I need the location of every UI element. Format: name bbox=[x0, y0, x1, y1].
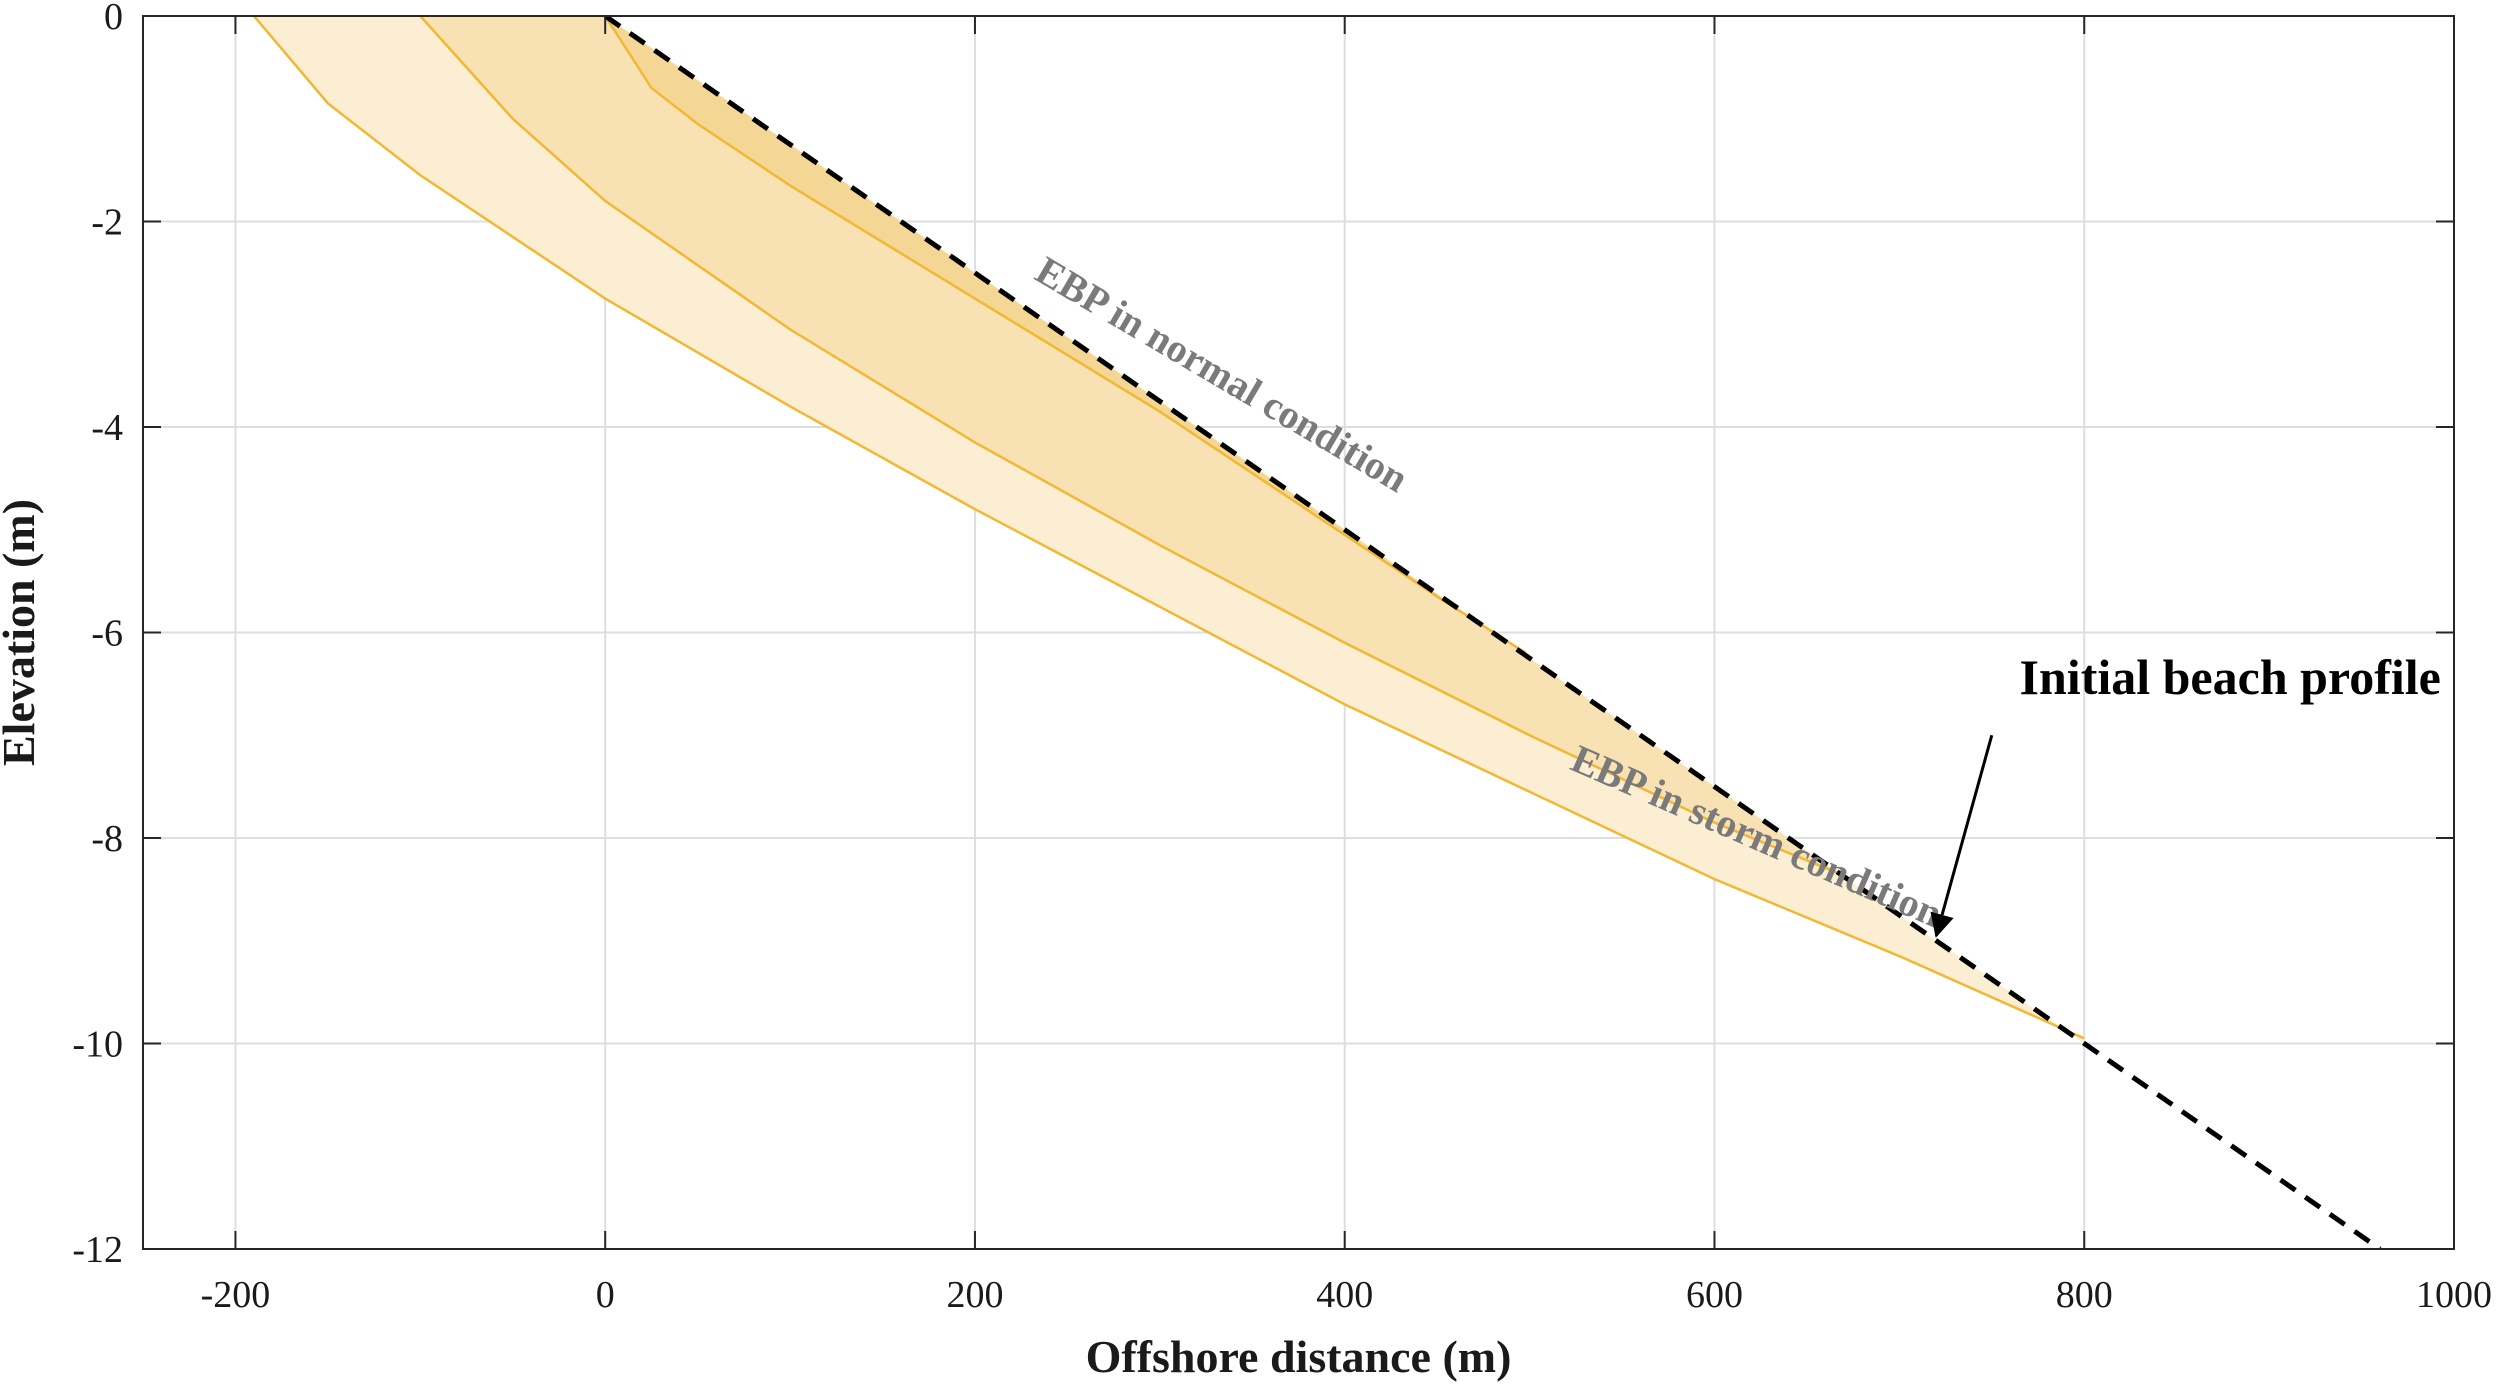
y-tick-label: -6 bbox=[91, 613, 123, 655]
x-tick-label: 1000 bbox=[2416, 1274, 2492, 1316]
ebp-area-middle bbox=[420, 16, 1841, 874]
ebp-curve-storm bbox=[252, 16, 2085, 1040]
y-tick-label: -2 bbox=[91, 202, 123, 244]
y-tick-label: -8 bbox=[91, 818, 123, 860]
initial-profile-line bbox=[603, 16, 2382, 1249]
x-axis-title: Offshore distance (m) bbox=[1086, 1331, 1512, 1382]
annotation-arrow bbox=[1930, 734, 1994, 938]
x-tick-label: 0 bbox=[596, 1274, 615, 1316]
y-tick-label: -12 bbox=[72, 1229, 123, 1271]
line-layer bbox=[252, 16, 2382, 1249]
y-axis-title: Elevation (m) bbox=[0, 499, 44, 766]
y-tick-label: 0 bbox=[104, 0, 123, 38]
annotation-initial: Initial beach profile bbox=[2020, 649, 2441, 705]
ebp-curve-middle bbox=[419, 16, 1841, 876]
x-tick-label: 600 bbox=[1686, 1274, 1743, 1316]
ebp-curve-normal bbox=[604, 16, 1527, 655]
x-tick-label: -200 bbox=[201, 1274, 271, 1316]
y-tick-label: -4 bbox=[91, 407, 123, 449]
ebp-area-normal bbox=[605, 16, 1526, 656]
x-tick-label: 400 bbox=[1316, 1274, 1373, 1316]
x-tick-label: 200 bbox=[946, 1274, 1003, 1316]
tick-layer: -200 0 200 400 600 800 1000 0 -2 -4 -6 -8 -10 -12 bbox=[72, 0, 2492, 1316]
area-layer bbox=[253, 16, 2085, 1044]
x-tick-label: 800 bbox=[2056, 1274, 2113, 1316]
y-tick-label: -10 bbox=[72, 1024, 123, 1066]
